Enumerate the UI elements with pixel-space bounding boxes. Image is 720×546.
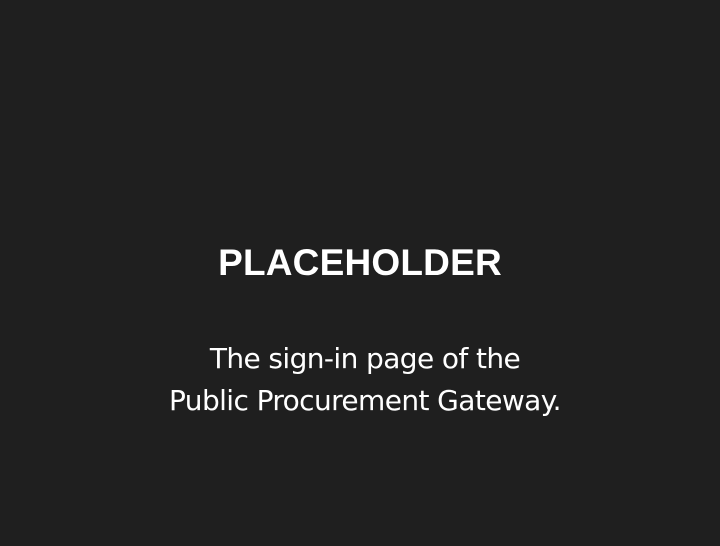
description-line: Public Procurement Gateway. xyxy=(169,384,562,417)
placeholder-title: PLACEHOLDER xyxy=(218,242,502,283)
description-line: The sign-in page of the xyxy=(209,342,521,375)
placeholder-description: The sign-in page of the Public Procureme… xyxy=(0,338,720,422)
